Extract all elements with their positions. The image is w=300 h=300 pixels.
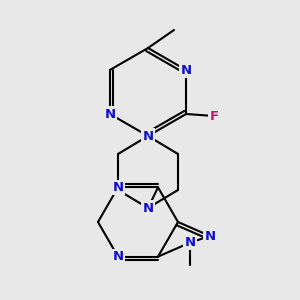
Text: N: N (184, 236, 196, 249)
Text: N: N (112, 181, 124, 194)
Text: N: N (142, 130, 154, 142)
Text: N: N (142, 202, 154, 214)
Text: N: N (181, 64, 192, 76)
Text: F: F (209, 110, 219, 122)
Text: N: N (112, 250, 124, 263)
Text: N: N (204, 230, 216, 242)
Text: N: N (104, 107, 116, 121)
